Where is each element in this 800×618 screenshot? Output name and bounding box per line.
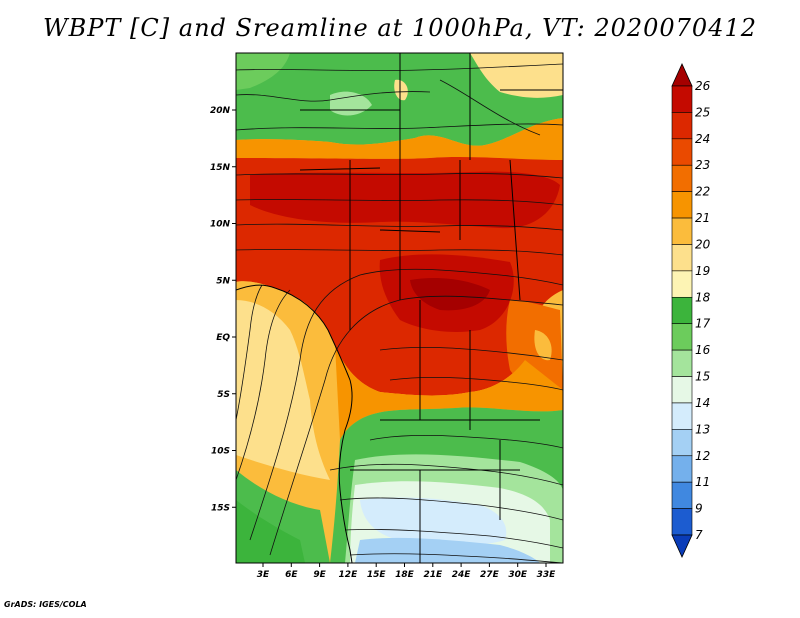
- colorbar-segment: [671, 244, 693, 272]
- colorbar-label: 19: [695, 264, 710, 278]
- lat-label: 10S: [211, 447, 230, 457]
- colorbar-segment: [671, 508, 693, 536]
- colorbar-segment: [671, 191, 693, 219]
- grads-credit: GrADS: IGES/COLA: [4, 600, 87, 609]
- colorbar-segment: [671, 376, 693, 404]
- lat-label: 5N: [216, 276, 230, 286]
- colorbar-label: 17: [695, 317, 711, 331]
- colorbar-segment: [671, 112, 693, 140]
- colorbar-label: 21: [695, 211, 710, 225]
- colorbar: 26 25 24 23 22 21 20 19 18 17 16 15 14 13 12 11 9 7: [671, 63, 711, 558]
- latitude-axis: 20N 15N 10N 5N EQ 5S 10S 15S: [210, 106, 236, 513]
- chart-title: WBPT [C] and Sreamline at 1000hPa, VT: 2…: [42, 14, 758, 42]
- colorbar-segment: [671, 296, 693, 325]
- lat-label: 20N: [210, 106, 231, 116]
- map-frame: [235, 52, 564, 564]
- wbpt-shading: [236, 53, 563, 563]
- colorbar-segment: [671, 85, 693, 113]
- colorbar-label: 26: [695, 79, 711, 93]
- colorbar-segment: [671, 429, 693, 457]
- lon-label: 12E: [339, 570, 359, 580]
- lat-label: 15N: [210, 163, 231, 173]
- lon-label: 6E: [285, 570, 298, 580]
- colorbar-label: 14: [695, 396, 710, 410]
- colorbar-label: 9: [695, 502, 703, 516]
- lat-label: 15S: [211, 503, 230, 513]
- lat-label: 10N: [210, 220, 231, 230]
- colorbar-segment: [671, 323, 693, 351]
- streamlines: [236, 63, 563, 563]
- colorbar-label: 12: [695, 449, 710, 463]
- lon-label: 15E: [367, 570, 387, 580]
- colorbar-segment: [671, 349, 693, 377]
- colorbar-label: 13: [695, 422, 710, 436]
- colorbar-segment: [671, 455, 693, 483]
- colorbar-label: 11: [695, 475, 710, 489]
- lon-label: 24E: [452, 570, 472, 580]
- lon-label: 3E: [257, 570, 270, 580]
- lon-label: 9E: [313, 570, 326, 580]
- colorbar-label: 20: [695, 237, 711, 251]
- colorbar-label: 16: [695, 343, 711, 357]
- country-borders: [236, 53, 563, 563]
- colorbar-label: 24: [695, 132, 710, 146]
- colorbar-segment: [671, 164, 693, 192]
- colorbar-label: 18: [695, 290, 711, 304]
- colorbar-bottom-arrow: [671, 534, 693, 558]
- colorbar-label: 7: [695, 528, 703, 542]
- lon-label: 33E: [537, 570, 557, 580]
- colorbar-label: 15: [695, 370, 710, 384]
- longitude-axis: 3E 6E 9E 12E 15E 18E 21E 24E 27E 30E 33E: [257, 563, 556, 580]
- colorbar-segment: [671, 138, 693, 166]
- colorbar-top-arrow: [671, 63, 693, 87]
- colorbar-label: 22: [695, 185, 710, 199]
- lon-label: 18E: [395, 570, 415, 580]
- colorbar-segment: [671, 217, 693, 245]
- colorbar-label: 25: [695, 105, 710, 119]
- lon-label: 27E: [480, 570, 500, 580]
- lon-label: 30E: [508, 570, 528, 580]
- colorbar-segment: [671, 402, 693, 430]
- colorbar-segment: [671, 270, 693, 298]
- lat-label: 5S: [217, 390, 230, 400]
- colorbar-segment: [671, 481, 693, 509]
- colorbar-label: 23: [695, 158, 710, 172]
- lat-label: EQ: [216, 333, 230, 343]
- lon-label: 21E: [423, 570, 443, 580]
